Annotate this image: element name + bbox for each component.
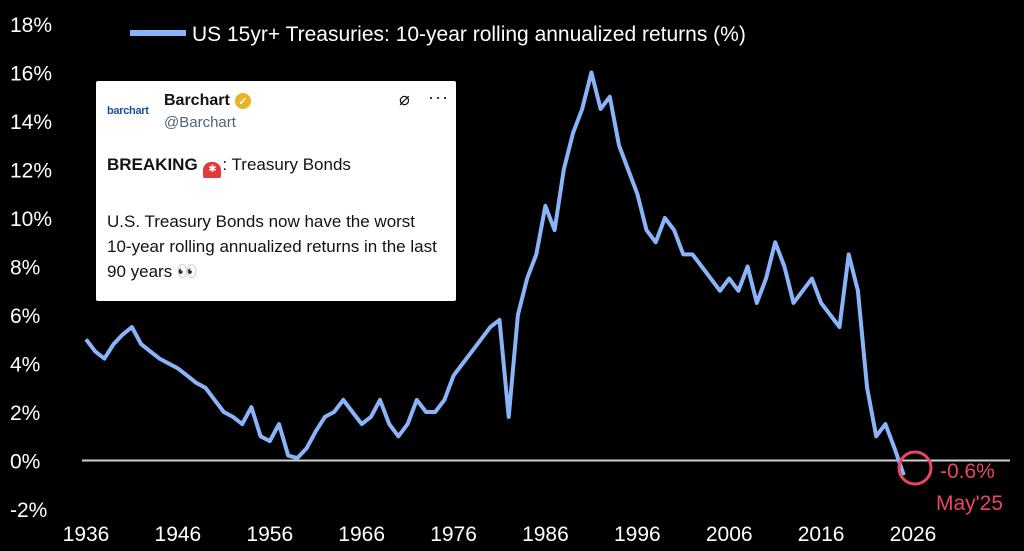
y-axis-ticks: 18% 16% 14% 12% 10% 8% 6% 4% 2% 0% -2% <box>10 14 52 522</box>
y-tick-label: -2% <box>10 499 47 522</box>
verified-badge-icon: ✓ <box>234 93 251 109</box>
headline-rest: : Treasury Bonds <box>222 155 351 174</box>
x-tick-label: 1976 <box>430 523 477 546</box>
x-tick-label: 1996 <box>614 523 661 546</box>
x-tick-label: 2026 <box>890 523 937 546</box>
tweet-body: U.S. Treasury Bonds now have the worst 1… <box>107 212 437 281</box>
x-tick-label: 1966 <box>338 523 385 546</box>
annotation-value: -0.6% <box>940 460 995 483</box>
tweet-headline: BREAKING ✱: Treasury Bonds <box>107 155 351 178</box>
x-tick-label: 2006 <box>706 523 753 546</box>
tweet-author-name[interactable]: Barchart <box>164 92 230 109</box>
x-tick-label: 2016 <box>798 523 845 546</box>
x-tick-label: 1986 <box>522 523 569 546</box>
y-tick-label: 6% <box>10 305 40 328</box>
y-tick-label: 0% <box>10 451 40 474</box>
breaking-label: BREAKING <box>107 155 198 174</box>
siren-emoji-icon: ✱ <box>203 162 222 178</box>
y-tick-label: 12% <box>10 160 52 183</box>
legend-label: US 15yr+ Treasuries: 10-year rolling ann… <box>192 23 746 46</box>
more-horizontal-icon[interactable]: ··· <box>428 87 449 107</box>
y-tick-label: 14% <box>10 111 52 134</box>
y-tick-label: 16% <box>10 63 52 86</box>
embedded-tweet-card[interactable]: barchart Barchart ✓ @Barchart ⌀ ··· BREA… <box>96 81 456 301</box>
tweet-author[interactable]: Barchart ✓ <box>164 92 251 110</box>
barchart-logo: barchart <box>107 105 149 117</box>
x-axis-ticks: 1936 1946 1956 1966 1976 1986 1996 2006 2016 2026 <box>63 523 937 546</box>
series-line <box>84 70 906 476</box>
grok-slash-icon[interactable]: ⌀ <box>399 89 410 109</box>
tweet-author-handle[interactable]: @Barchart <box>164 114 236 131</box>
y-tick-label: 2% <box>10 402 40 425</box>
y-tick-label: 8% <box>10 257 40 280</box>
legend: US 15yr+ Treasuries: 10-year rolling ann… <box>130 23 746 46</box>
y-tick-label: 10% <box>10 208 52 231</box>
x-tick-label: 1946 <box>155 523 202 546</box>
y-tick-label: 4% <box>10 354 40 377</box>
y-tick-label: 18% <box>10 14 52 37</box>
x-tick-label: 1956 <box>246 523 293 546</box>
x-tick-label: 1936 <box>63 523 110 546</box>
highlight-circle <box>897 450 933 486</box>
annotation-date: May'25 <box>936 492 1003 515</box>
